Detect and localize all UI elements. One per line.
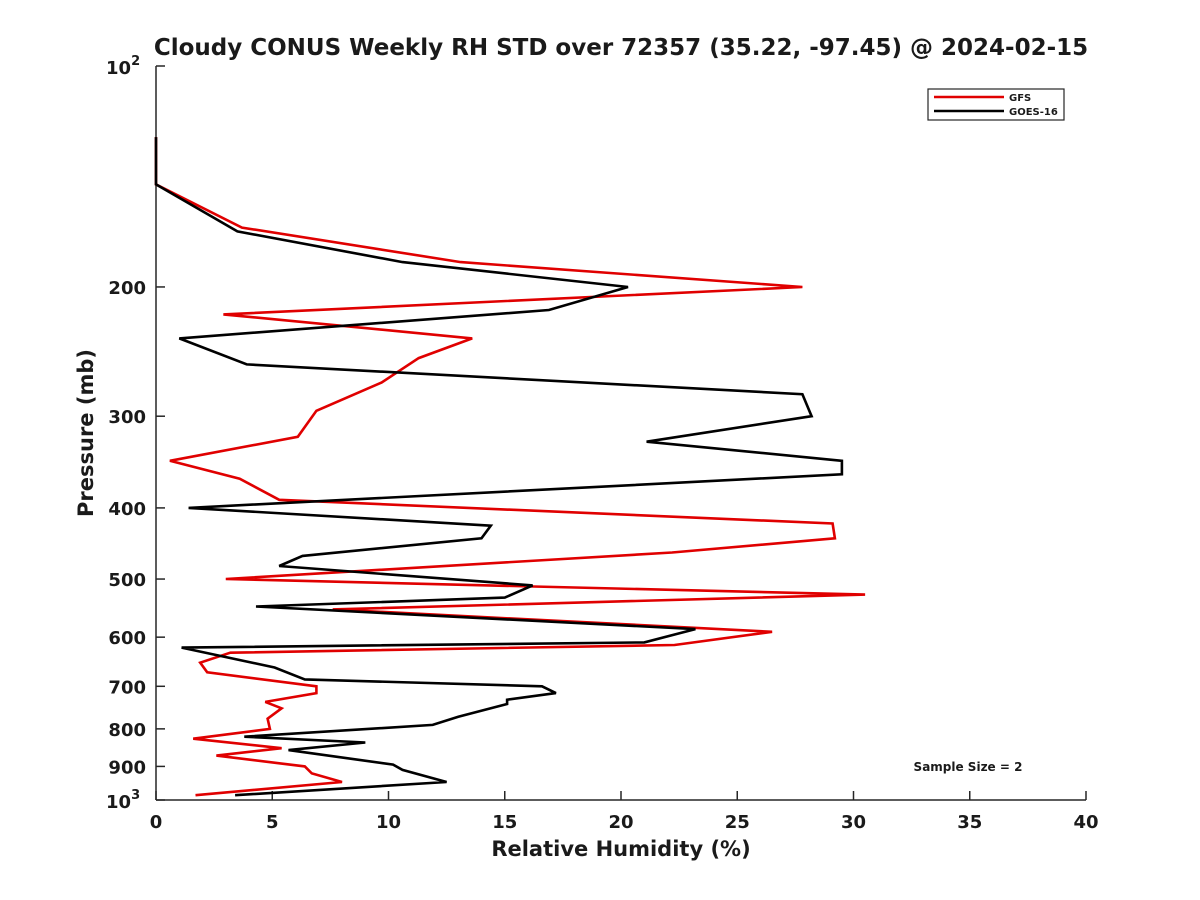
legend: GFS GOES-16	[927, 88, 1065, 121]
y-tick-label: 700	[108, 677, 146, 698]
x-tick-label: 30	[841, 812, 866, 833]
y-tick-label: 500	[108, 570, 146, 591]
x-tick-label: 20	[608, 812, 633, 833]
y-axis-ticks: 102 200 300 400 500 600 700 800 900 103	[106, 54, 165, 813]
x-tick-label: 40	[1073, 812, 1098, 833]
x-tick-label: 15	[492, 812, 517, 833]
legend-label-goes16: GOES-16	[1009, 107, 1058, 118]
y-tick-label: 103	[106, 788, 140, 813]
y-tick-label: 200	[108, 278, 146, 299]
x-tick-label: 10	[376, 812, 401, 833]
sample-size-annotation: Sample Size = 2	[914, 760, 1023, 774]
x-tick-label: 5	[266, 812, 279, 833]
y-axis-label: Pressure (mb)	[74, 349, 98, 517]
x-axis-label: Relative Humidity (%)	[491, 837, 750, 861]
x-axis-ticks: 0 5 10 15 20 25 30 35 40	[150, 791, 1099, 833]
legend-label-gfs: GFS	[1009, 93, 1031, 104]
y-tick-label: 900	[108, 757, 146, 778]
series-line-gfs	[154, 137, 866, 797]
legend-box	[927, 88, 1065, 121]
y-tick-label: 102	[106, 54, 140, 79]
y-tick-label: 800	[108, 720, 146, 741]
y-tick-label: 400	[108, 499, 146, 520]
y-tick-label: 300	[108, 407, 146, 428]
x-tick-label: 35	[957, 812, 982, 833]
y-tick-label: 600	[108, 628, 146, 649]
x-tick-label: 0	[150, 812, 163, 833]
chart-title: Cloudy CONUS Weekly RH STD over 72357 (3…	[154, 35, 1088, 61]
series-layer	[154, 137, 866, 797]
series-line-goes16	[154, 137, 844, 797]
x-tick-label: 25	[725, 812, 750, 833]
